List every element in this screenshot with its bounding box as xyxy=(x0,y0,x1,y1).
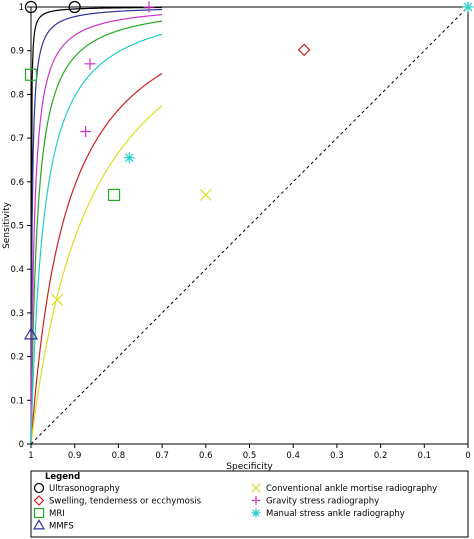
legend-marker-swelling-tenderness-or-ecchymosis xyxy=(33,495,45,506)
conventional-ankle-mortise-radiography-curve xyxy=(30,105,163,445)
manual-stress-ankle-radiography-point xyxy=(123,152,135,164)
y-tick-label: 0.6 xyxy=(10,178,24,188)
legend: Legend Ultrasonography Swelling, tenderne… xyxy=(30,470,469,538)
legend-item-gravity-stress-radiography: Gravity stress radiography xyxy=(251,496,379,507)
ultrasonography-point xyxy=(24,0,38,14)
gravity-stress-radiography-point xyxy=(84,58,96,70)
y-tick-label: 0.7 xyxy=(10,134,24,144)
gravity-stress-radiography-point xyxy=(143,1,155,13)
y-tick-label: 0 xyxy=(19,440,24,450)
manual-stress-ankle-radiography-curve xyxy=(30,33,163,445)
x-tick-label: 0.4 xyxy=(286,451,300,461)
x-tick-label: 0.7 xyxy=(155,451,169,461)
x-tick-label: 0.2 xyxy=(374,451,388,461)
chance-diagonal xyxy=(30,6,469,445)
legend-item-mmfs: MMFS xyxy=(33,519,74,532)
conventional-ankle-mortise-radiography-point xyxy=(199,188,212,201)
legend-item-conventional-ankle-mortise-radiography: Conventional ankle mortise radiography xyxy=(251,483,437,494)
y-tick-label: 0.5 xyxy=(10,222,24,232)
mmfs-curve xyxy=(30,8,163,445)
legend-marker-conventional-ankle-mortise-radiography xyxy=(251,483,261,493)
legend-label: Manual stress ankle radiography xyxy=(266,509,405,519)
legend-item-manual-stress-ankle-radiography: Manual stress ankle radiography xyxy=(251,508,405,519)
legend-marker-mri xyxy=(33,507,45,519)
mri-point xyxy=(107,188,121,202)
x-tick-label: 0.5 xyxy=(243,451,257,461)
legend-marker-mmfs xyxy=(33,519,45,530)
legend-marker-manual-stress-ankle-radiography xyxy=(251,508,261,518)
x-tick-label: 1 xyxy=(28,451,33,461)
legend-label: MMFS xyxy=(49,522,74,532)
legend-item-ultrasonography: Ultrasonography xyxy=(33,482,120,494)
legend-label: MRI xyxy=(49,509,65,519)
gravity-stress-radiography-curve xyxy=(30,14,163,445)
x-tick-label: 0.1 xyxy=(418,451,432,461)
legend-item-swelling-tenderness-or-ecchymosis: Swelling, tenderness or ecchymosis xyxy=(33,495,202,507)
conventional-ankle-mortise-radiography-point xyxy=(51,293,64,306)
y-tick-label: 0.8 xyxy=(10,90,24,100)
x-axis-label: Specificity xyxy=(226,462,273,472)
data-points xyxy=(23,0,474,340)
gravity-stress-radiography-point xyxy=(80,126,92,138)
manual-stress-ankle-radiography-point xyxy=(462,1,474,13)
swelling-tenderness-or-ecchymosis-point xyxy=(297,43,311,57)
ultrasonography-curve xyxy=(30,6,163,445)
x-tick-label: 0 xyxy=(465,451,470,461)
x-tick-label: 0.9 xyxy=(68,451,82,461)
legend-marker-gravity-stress-radiography xyxy=(251,496,261,505)
y-axis-label: Sensitivity xyxy=(2,201,12,249)
y-tick-label: 0.9 xyxy=(10,47,24,57)
y-tick-label: 1 xyxy=(19,3,24,13)
legend-box xyxy=(30,470,469,538)
y-tick-label: 0.3 xyxy=(10,309,24,319)
y-tick-label: 0.4 xyxy=(10,265,24,275)
x-tick-label: 0.6 xyxy=(199,451,213,461)
mri-point xyxy=(24,68,38,81)
legend-label: Ultrasonography xyxy=(49,484,120,494)
mmfs-point xyxy=(23,327,39,340)
legend-label: Gravity stress radiography xyxy=(266,497,379,507)
swelling-tenderness-or-ecchymosis-curve xyxy=(30,72,163,445)
tick-labels: 1 0.9 0.8 0.7 0.6 0.5 0.4 0.3 0.2 0.1 0 0 0.1 0.2 0.3 0… xyxy=(10,3,470,461)
legend-item-mri: MRI xyxy=(33,507,65,519)
legend-label: Swelling, tenderness or ecchymosis xyxy=(49,497,202,507)
mri-curve xyxy=(30,20,163,445)
x-tick-label: 0.3 xyxy=(330,451,344,461)
y-tick-label: 0.1 xyxy=(10,396,24,406)
y-tick-label: 0.2 xyxy=(10,353,24,363)
legend-marker-ultrasonography xyxy=(33,482,45,494)
x-tick-label: 0.8 xyxy=(112,451,126,461)
legend-label: Conventional ankle mortise radiography xyxy=(266,484,437,494)
ultrasonography-point xyxy=(68,0,81,14)
sroc-curves xyxy=(30,6,163,445)
legend-title: Legend xyxy=(45,472,80,482)
